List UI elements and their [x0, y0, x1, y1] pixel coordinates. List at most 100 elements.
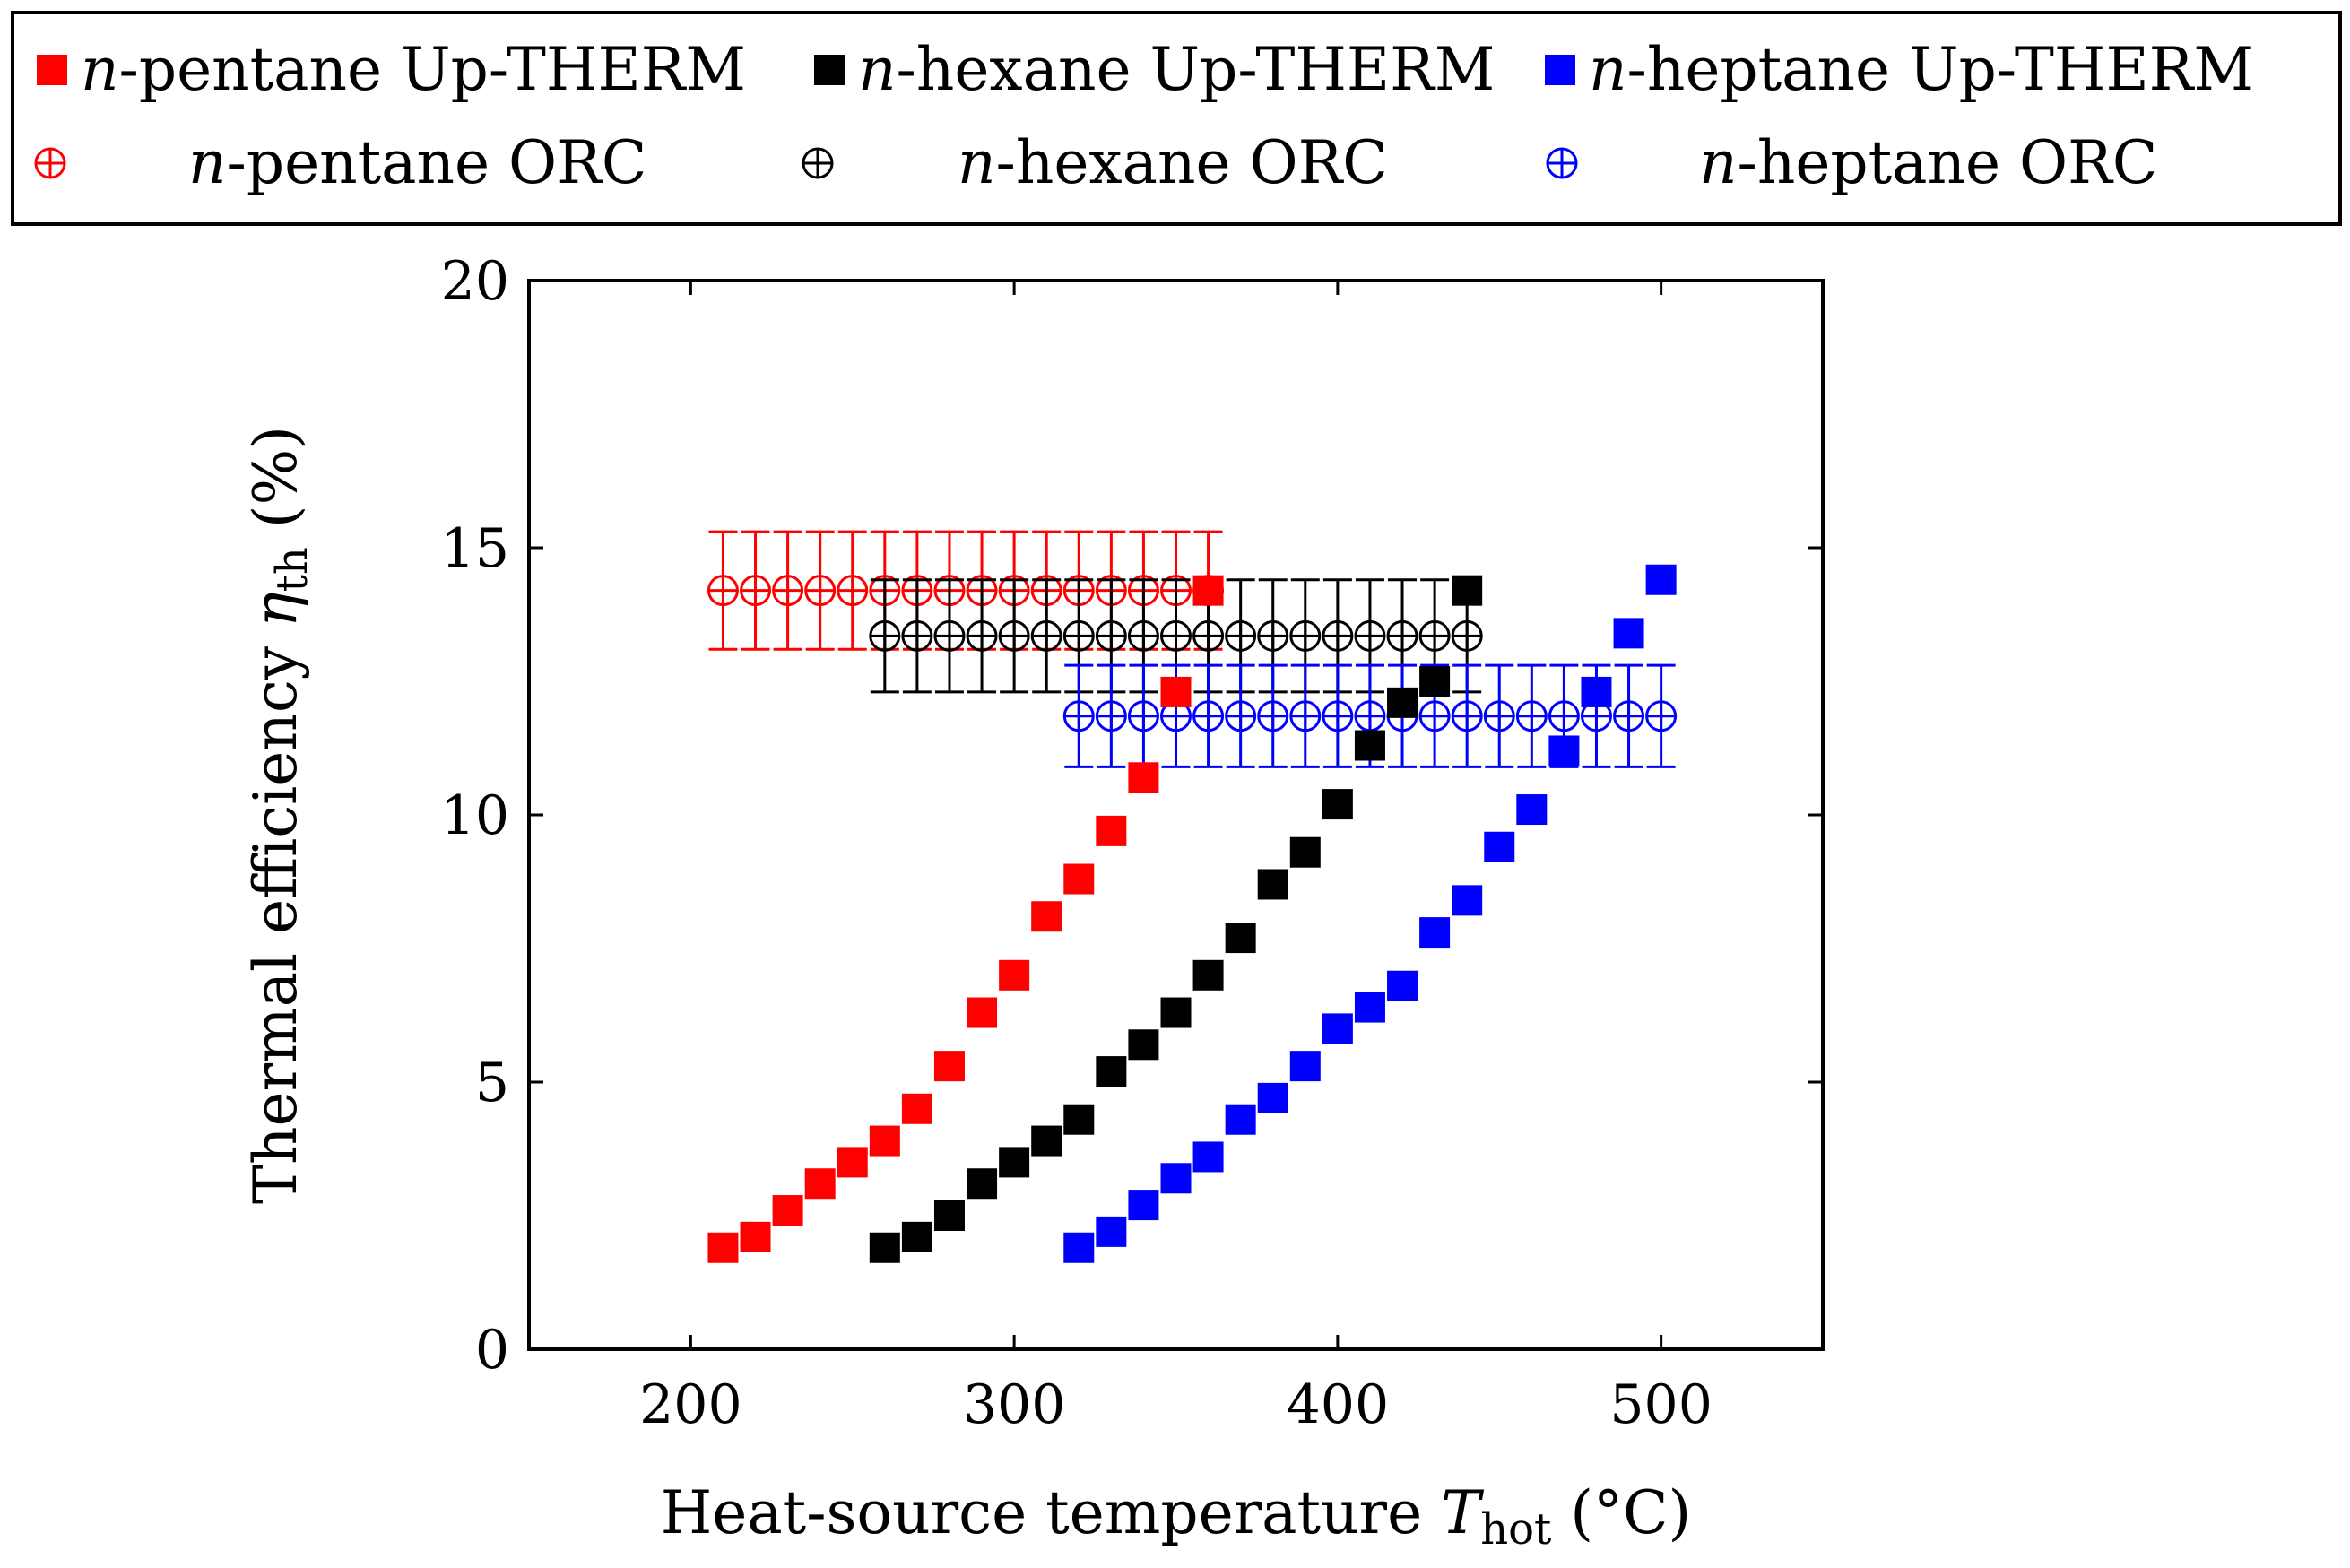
legend-marker — [37, 55, 67, 85]
data-point — [1515, 700, 1548, 732]
data-point — [1192, 1141, 1224, 1173]
y-tick-label: 15 — [441, 517, 509, 580]
data-point — [1613, 700, 1645, 732]
data-point — [1322, 1013, 1353, 1044]
data-point — [1128, 1190, 1159, 1221]
legend-frame — [11, 11, 2342, 226]
series-n-heptane-orc — [1062, 663, 1678, 768]
series-n-hexane-up-therm — [869, 575, 1483, 1263]
legend-marker — [1545, 55, 1575, 85]
data-point — [1452, 575, 1483, 606]
data-point — [1354, 619, 1386, 652]
data-point — [1096, 1056, 1127, 1087]
data-point — [1645, 700, 1678, 732]
data-point — [1192, 700, 1225, 732]
data-point — [1096, 1216, 1127, 1247]
data-point — [1548, 735, 1580, 767]
data-point — [1613, 618, 1644, 649]
legend-label: n-heptane Up-THERM — [1589, 35, 2254, 104]
data-point — [1225, 700, 1257, 732]
data-point — [998, 619, 1030, 652]
data-point — [1192, 619, 1225, 652]
y-axis-title-var: η — [241, 592, 310, 628]
data-point — [1322, 619, 1354, 652]
series-n-hexane-orc — [869, 578, 1483, 694]
x-tick-label: 300 — [963, 1373, 1066, 1436]
data-point — [1225, 1104, 1256, 1135]
series-n-pentane-up-therm — [707, 575, 1224, 1263]
data-point — [1419, 666, 1451, 697]
data-point — [1354, 992, 1385, 1023]
data-point — [1645, 564, 1677, 595]
data-point — [967, 997, 998, 1028]
data-point — [1289, 836, 1321, 868]
legend-entry: n-heptane Up-THERM — [1545, 35, 2254, 104]
data-point — [1418, 700, 1451, 732]
x-axis-title-var: T — [1441, 1478, 1485, 1547]
data-point — [837, 1147, 868, 1178]
x-tick-label: 200 — [639, 1373, 742, 1436]
data-point — [1095, 700, 1127, 732]
data-point — [1289, 619, 1322, 652]
series-n-pentane-orc — [707, 530, 1225, 651]
data-point — [869, 619, 901, 652]
x-axis-title-sub: hot — [1480, 1504, 1551, 1555]
data-point — [1160, 619, 1192, 652]
legend-label: n-hexane ORC — [958, 128, 1388, 197]
legend-entry: n-pentane Up-THERM — [37, 35, 746, 104]
y-axis-title-main: Thermal efficiency — [241, 628, 310, 1204]
legend-label: n-hexane Up-THERM — [858, 35, 1495, 104]
y-axis-title-unit: (%) — [241, 426, 310, 547]
data-point — [901, 619, 933, 652]
data-point — [804, 575, 837, 607]
data-point — [1127, 619, 1159, 652]
data-point — [804, 1168, 836, 1200]
data-point — [1289, 700, 1322, 732]
y-axis-title-sub: th — [267, 547, 317, 592]
data-point — [1257, 619, 1289, 652]
legend-label: n-heptane ORC — [1699, 128, 2157, 197]
x-axis-title: Heat-source temperature Thot (°C) — [661, 1478, 1692, 1555]
data-point — [1031, 901, 1062, 932]
data-point — [1516, 794, 1548, 826]
data-point — [1322, 700, 1354, 732]
data-point — [1354, 730, 1385, 761]
data-point — [869, 1125, 900, 1157]
data-point — [707, 1232, 739, 1263]
data-point — [1452, 885, 1483, 916]
data-point — [1160, 676, 1192, 707]
data-point — [1160, 1163, 1192, 1194]
data-point — [1386, 619, 1418, 652]
data-point — [933, 1200, 965, 1231]
data-point — [1451, 619, 1483, 652]
data-point — [1127, 700, 1159, 732]
data-point — [1063, 1104, 1095, 1135]
data-point — [1096, 815, 1127, 846]
data-point — [966, 619, 998, 652]
data-point — [999, 1147, 1030, 1178]
data-point — [1322, 789, 1353, 820]
legend-marker — [34, 147, 66, 179]
x-tick-label: 400 — [1287, 1373, 1390, 1436]
data-point — [1548, 700, 1580, 732]
data-point — [772, 1195, 803, 1226]
data-point — [1257, 700, 1289, 732]
data-point — [772, 575, 804, 607]
legend-marker — [802, 147, 834, 179]
data-point — [1225, 923, 1256, 954]
data-point — [707, 575, 739, 607]
data-point — [1095, 619, 1127, 652]
data-point — [1257, 1082, 1288, 1113]
data-point — [999, 959, 1030, 991]
data-point — [1192, 575, 1224, 606]
data-point — [1418, 619, 1451, 652]
legend-entry: n-hexane Up-THERM — [814, 35, 1495, 104]
data-point — [1063, 1232, 1095, 1263]
y-tick-label: 10 — [441, 784, 509, 847]
data-point — [1063, 863, 1095, 895]
x-axis-title-unit: (°C) — [1551, 1478, 1691, 1547]
data-point — [1128, 762, 1159, 793]
data-point — [1387, 970, 1418, 1001]
data-point — [1160, 997, 1192, 1028]
legend-label: n-pentane ORC — [188, 128, 646, 197]
